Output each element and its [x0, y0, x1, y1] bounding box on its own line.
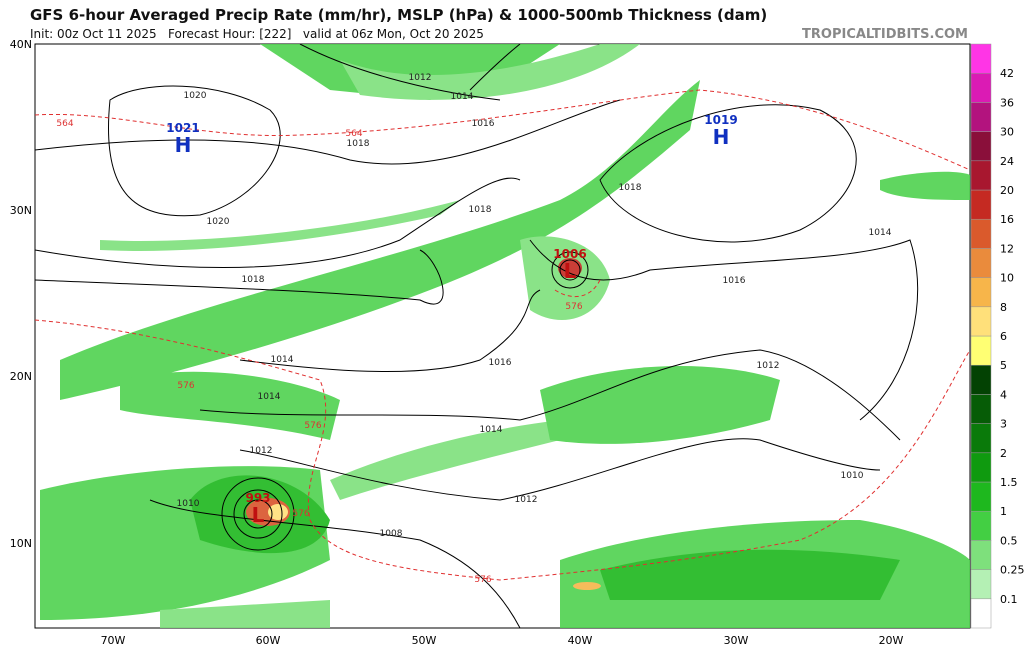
- colorbar-label: 3: [1000, 418, 1007, 431]
- isobar-label: 1010: [177, 499, 200, 509]
- isobar-label: 1014: [271, 355, 294, 365]
- title: GFS 6-hour Averaged Precip Rate (mm/hr),…: [30, 6, 767, 24]
- colorbar-swatch: [970, 452, 992, 483]
- center-letter: H: [175, 133, 192, 157]
- colorbar-label: 0.25: [1000, 564, 1024, 577]
- isobar-label: 1012: [757, 361, 780, 371]
- colorbar-label: 12: [1000, 242, 1014, 255]
- colorbar-label: 5: [1000, 359, 1007, 372]
- center-value: 1006: [553, 247, 586, 261]
- lon-label: 20W: [879, 634, 904, 647]
- isobar-label: 1016: [472, 119, 495, 129]
- colorbar-label: 24: [1000, 155, 1014, 168]
- center-letter: L: [252, 503, 265, 527]
- isobars: [35, 44, 919, 628]
- thickness-label: 576: [292, 509, 309, 519]
- colorbar-label: 8: [1000, 301, 1007, 314]
- isobar-label: 1018: [347, 139, 370, 149]
- colorbar-swatch: [970, 43, 992, 74]
- thickness-lines: [35, 89, 970, 581]
- colorbar-swatch: [970, 394, 992, 424]
- colorbar-label: 36: [1000, 96, 1014, 109]
- isobar-label: 1012: [409, 73, 432, 83]
- map-area: 1021H1019H1006L993L102010201012101410161…: [34, 43, 971, 629]
- colorbar-swatch: [970, 248, 992, 278]
- colorbar-swatch: [970, 335, 992, 366]
- isobar-label: 1020: [184, 91, 207, 101]
- colorbar-label: 1.5: [1000, 476, 1018, 489]
- subtitle: Init: 00z Oct 11 2025 Forecast Hour: [22…: [30, 27, 484, 41]
- lat-label: 20N: [10, 370, 32, 383]
- isobar-label: 1008: [380, 529, 403, 539]
- isobar-label: 1012: [250, 446, 273, 456]
- thickness-label: 576: [474, 575, 491, 585]
- thickness-label: 564: [345, 129, 362, 139]
- colorbar-swatch: [970, 218, 992, 249]
- colorbar-label: 16: [1000, 213, 1014, 226]
- colorbar-label: 42: [1000, 67, 1014, 80]
- thickness-label: 576: [304, 421, 321, 431]
- isobar-label: 1016: [489, 358, 512, 368]
- isobar-label: 1018: [242, 275, 265, 285]
- thickness-label: 576: [565, 302, 582, 312]
- colorbar-swatch: [970, 277, 992, 308]
- credit: TROPICALTIDBITS.COM: [802, 27, 968, 42]
- lon-label: 40W: [568, 634, 593, 647]
- colorbar-swatch: [970, 481, 992, 512]
- colorbar-label: 20: [1000, 184, 1014, 197]
- colorbar-swatch: [970, 131, 992, 162]
- colorbar-label: 6: [1000, 330, 1007, 343]
- center-letter: L: [564, 259, 577, 283]
- colorbar-label: 0.1: [1000, 593, 1018, 606]
- isobar-label: 1010: [841, 471, 864, 481]
- isobar-label: 1018: [469, 205, 492, 215]
- thickness-label: 576: [177, 381, 194, 391]
- isobar-label: 1014: [258, 392, 281, 402]
- lon-label: 50W: [412, 634, 437, 647]
- isobar-label: 1014: [451, 92, 474, 102]
- colorbar-label: 1: [1000, 505, 1007, 518]
- isobar-label: 1012: [515, 495, 538, 505]
- colorbar: 0.1 0.25 0.5 1 1.5 2 3 4 5 6 8 10 12 16 20 24 30 36 42: [970, 43, 1024, 629]
- isobar-label: 1014: [480, 425, 503, 435]
- colorbar-swatch: [970, 569, 992, 600]
- map-labels: 1021H1019H1006L993L102010201012101410161…: [56, 73, 891, 585]
- colorbar-swatch: [970, 540, 992, 570]
- lon-label: 60W: [256, 634, 281, 647]
- center-letter: H: [713, 125, 730, 149]
- isobar-label: 1020: [207, 217, 230, 227]
- lat-label: 40N: [10, 38, 32, 51]
- colorbar-swatch: [970, 364, 992, 395]
- center-value: 1021: [166, 121, 199, 135]
- colorbar-swatch: [970, 189, 992, 220]
- isobar-label: 1016: [723, 276, 746, 286]
- center-value: 993: [245, 491, 270, 505]
- colorbar-label: 30: [1000, 126, 1014, 139]
- colorbar-label: 10: [1000, 272, 1014, 285]
- colorbar-label: 4: [1000, 388, 1007, 401]
- thickness-label: 564: [56, 119, 73, 129]
- colorbar-swatch: [970, 598, 992, 629]
- colorbar-swatch: [970, 160, 992, 191]
- colorbar-label: 2: [1000, 447, 1007, 460]
- lat-label: 30N: [10, 204, 32, 217]
- colorbar-swatch: [970, 102, 992, 132]
- colorbar-label: 0.5: [1000, 534, 1018, 547]
- lon-label: 70W: [101, 634, 126, 647]
- colorbar-swatch: [970, 72, 992, 103]
- lon-label: 30W: [724, 634, 749, 647]
- isobar-label: 1014: [869, 228, 892, 238]
- colorbar-swatch: [970, 510, 992, 541]
- isobar-label: 1018: [619, 183, 642, 193]
- colorbar-swatch: [970, 306, 992, 337]
- precip: [40, 44, 970, 628]
- lat-label: 10N: [10, 537, 32, 550]
- center-value: 1019: [704, 113, 737, 127]
- colorbar-swatch: [970, 423, 992, 454]
